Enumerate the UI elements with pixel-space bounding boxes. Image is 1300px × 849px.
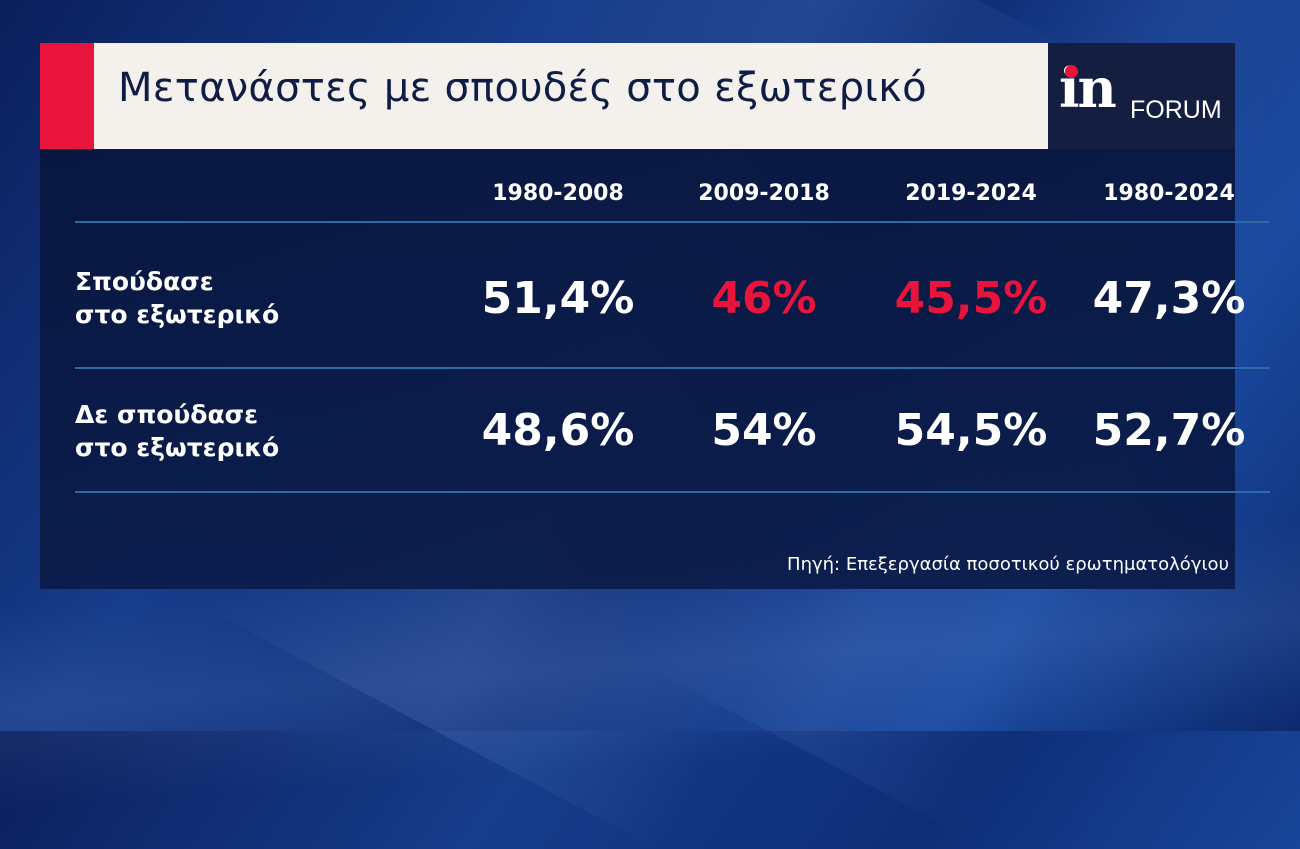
row-label-line: Δε σπούδασε (75, 400, 259, 429)
in-forum-logo: in FORUM (1048, 43, 1235, 149)
row-label-studied-abroad: Σπούδασε στο εξωτερικό (75, 265, 279, 331)
logo-word: FORUM (1130, 96, 1222, 124)
value-cell: 47,3% (1092, 273, 1246, 324)
value-cell: 54,5% (894, 405, 1048, 456)
value-cell: 51,4% (481, 273, 635, 324)
row-label-line: στο εξωτερικό (75, 300, 280, 329)
row-label-not-studied-abroad: Δε σπούδασε στο εξωτερικό (75, 398, 279, 464)
column-header: 2009-2018 (698, 181, 830, 206)
row-divider (75, 367, 1270, 369)
value-cell: 52,7% (1092, 405, 1246, 456)
logo-dot (1065, 65, 1078, 78)
page-title: Μετανάστες με σπουδές στο εξωτερικό (118, 65, 927, 111)
row-label-line: στο εξωτερικό (75, 433, 280, 462)
value-cell: 54% (711, 405, 817, 456)
value-cell: 46% (711, 273, 817, 324)
value-cell: 48,6% (481, 405, 635, 456)
data-table-panel: 1980-2008 2009-2018 2019-2024 1980-2024 … (40, 149, 1270, 589)
row-divider (75, 221, 1270, 223)
column-header: 1980-2008 (492, 181, 624, 206)
red-accent-bar (40, 43, 94, 149)
column-header: 1980-2024 (1103, 181, 1235, 206)
row-label-line: Σπούδασε (75, 267, 214, 296)
row-divider (75, 491, 1270, 493)
column-header: 2019-2024 (905, 181, 1037, 206)
title-bar: Μετανάστες με σπουδές στο εξωτερικό (40, 43, 1048, 149)
value-cell: 45,5% (894, 273, 1048, 324)
source-note: Πηγή: Επεξεργασία ποσοτικού ερωτηματολόγ… (787, 554, 1229, 575)
